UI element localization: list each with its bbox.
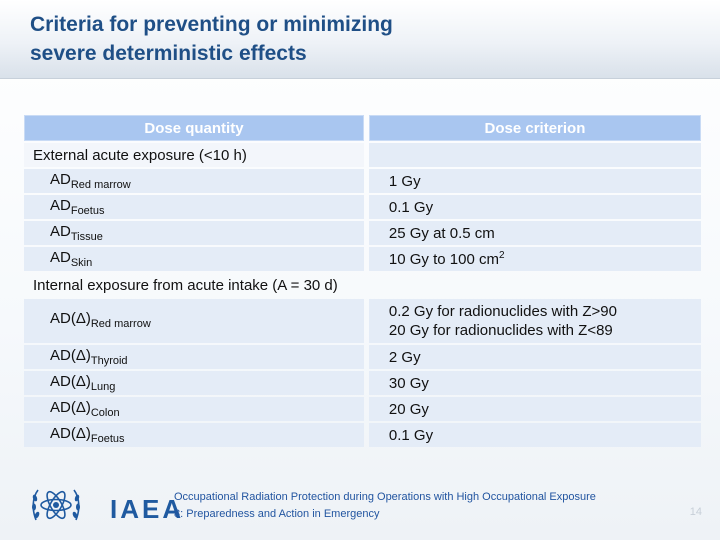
- title-line-2: severe deterministic effects: [30, 42, 307, 65]
- dose-quantity-cell: AD(Δ)Colon: [24, 397, 364, 421]
- dose-criterion-cell: 1 Gy: [368, 169, 701, 193]
- page-number: 14: [689, 506, 702, 518]
- table-header-row: Dose quantity Dose criterion: [24, 115, 701, 141]
- dose-criterion-cell: 30 Gy: [368, 371, 701, 395]
- iaea-logo-text: IAEA: [110, 494, 185, 524]
- dose-criterion-cell: 10 Gy to 100 cm2: [368, 247, 701, 271]
- dose-quantity-cell: AD(Δ)Foetus: [24, 423, 364, 447]
- table-row: ADFoetus 0.1 Gy: [24, 195, 701, 219]
- atom-emblem-icon: [32, 489, 80, 521]
- table-row: AD(Δ)Thyroid 2 Gy: [24, 345, 701, 369]
- title-line-1: Criteria for preventing or minimizing: [30, 13, 393, 36]
- table-row: ADTissue 25 Gy at 0.5 cm: [24, 221, 701, 245]
- table-row: ADSkin 10 Gy to 100 cm2: [24, 247, 701, 271]
- course-title: Occupational Radiation Protection during…: [174, 489, 596, 523]
- dose-quantity-cell: ADFoetus: [24, 195, 364, 219]
- table-row: AD(Δ)Red marrow 0.2 Gy for radionuclides…: [24, 299, 701, 343]
- dose-criterion-cell: 20 Gy: [368, 397, 701, 421]
- section-label-internal: Internal exposure from acute intake (A =…: [33, 276, 338, 294]
- dose-quantity-cell: AD(Δ)Red marrow: [24, 299, 364, 343]
- header-dose-criterion: Dose criterion: [368, 115, 701, 141]
- dose-criterion-cell: 0.1 Gy: [368, 423, 701, 447]
- table-row: AD(Δ)Lung 30 Gy: [24, 371, 701, 395]
- slide-header: Criteria for preventing or minimizing se…: [0, 0, 720, 79]
- iaea-logo: IAEA: [30, 480, 181, 530]
- section-label-external: External acute exposure (<10 h): [24, 143, 364, 167]
- slide-footer: IAEA Occupational Radiation Protection d…: [0, 470, 720, 540]
- course-title-line-2: 8: Preparedness and Action in Emergency: [174, 508, 380, 520]
- dose-criterion-cell: 0.1 Gy: [368, 195, 701, 219]
- dose-quantity-cell: ADRed marrow: [24, 169, 364, 193]
- section-row-internal: Internal exposure from acute intake (A =…: [24, 273, 701, 297]
- dose-quantity-cell: AD(Δ)Lung: [24, 371, 364, 395]
- slide-title: Criteria for preventing or minimizing se…: [30, 10, 590, 68]
- dose-quantity-cell: AD(Δ)Thyroid: [24, 345, 364, 369]
- dose-criterion-cell: 0.2 Gy for radionuclides with Z>90 20 Gy …: [368, 299, 701, 343]
- section-row-external: External acute exposure (<10 h): [24, 143, 701, 167]
- course-title-line-1: Occupational Radiation Protection during…: [174, 491, 596, 503]
- header-dose-quantity: Dose quantity: [24, 115, 364, 141]
- dose-quantity-cell: ADTissue: [24, 221, 364, 245]
- dose-criterion-cell: 2 Gy: [368, 345, 701, 369]
- table-row: AD(Δ)Foetus 0.1 Gy: [24, 423, 701, 447]
- dose-criterion-cell: 25 Gy at 0.5 cm: [368, 221, 701, 245]
- table-row: AD(Δ)Colon 20 Gy: [24, 397, 701, 421]
- dose-quantity-cell: ADSkin: [24, 247, 364, 271]
- dose-criteria-table: Dose quantity Dose criterion External ac…: [24, 113, 701, 449]
- table-row: ADRed marrow 1 Gy: [24, 169, 701, 193]
